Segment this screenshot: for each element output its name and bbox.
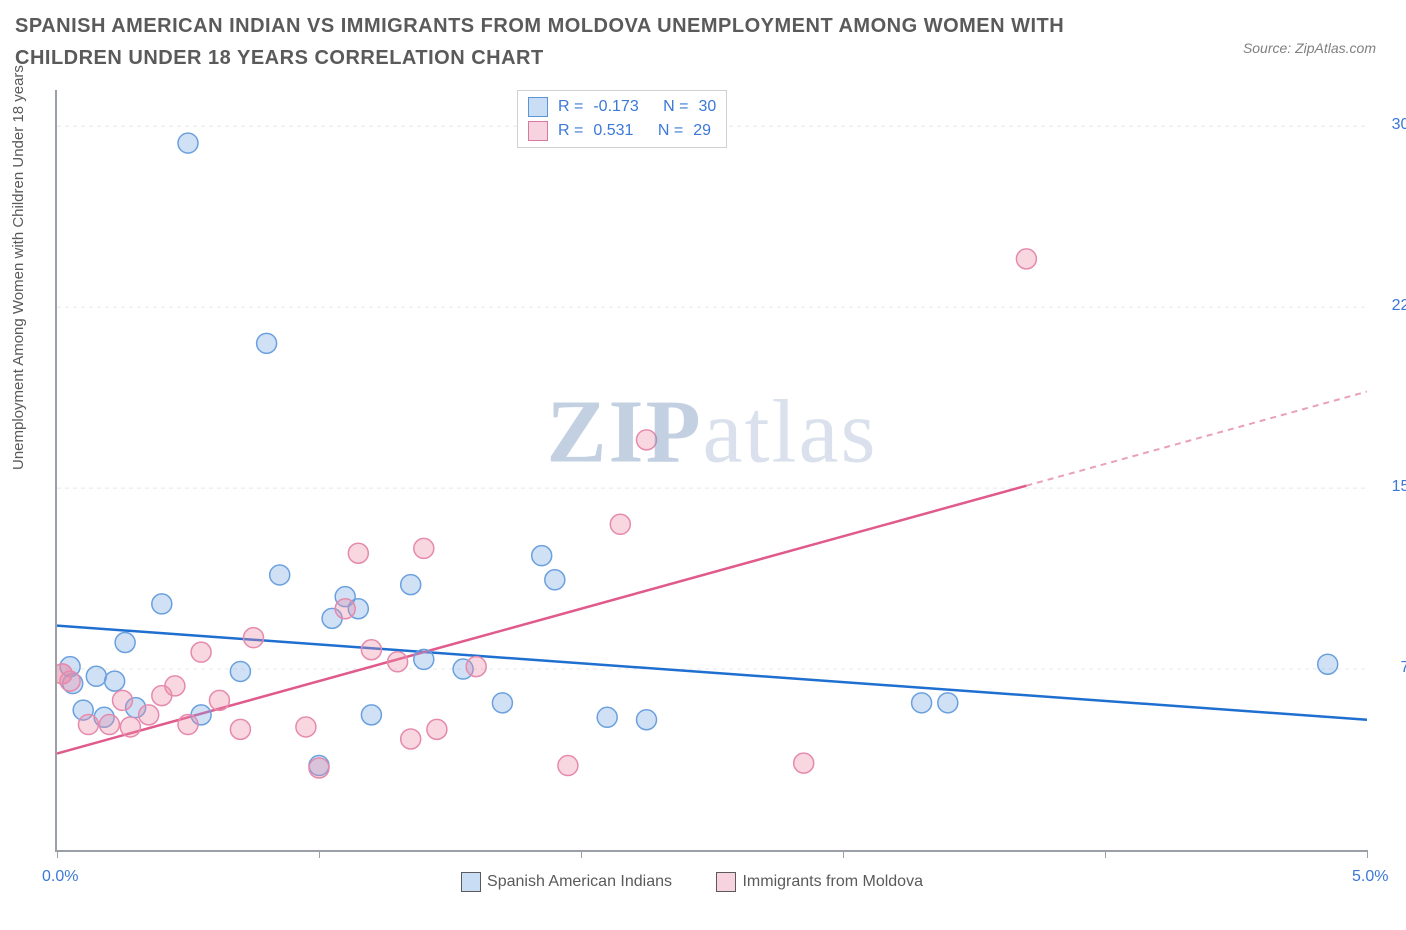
- x-tick: [319, 850, 320, 858]
- legend-stats: R = -0.173 N = 30 R = 0.531 N = 29: [517, 90, 727, 148]
- legend-n-value: 30: [699, 98, 717, 116]
- chart-source: Source: ZipAtlas.com: [1243, 40, 1376, 56]
- legend-series: Spanish American Indians Immigrants from…: [57, 872, 1367, 892]
- x-tick: [1367, 850, 1368, 858]
- y-axis-label: Unemployment Among Women with Children U…: [10, 65, 27, 470]
- x-tick: [1105, 850, 1106, 858]
- plot-svg: [57, 90, 1367, 850]
- legend-series-label: Immigrants from Moldova: [742, 873, 923, 890]
- chart-container: SPANISH AMERICAN INDIAN VS IMMIGRANTS FR…: [0, 0, 1406, 930]
- legend-stats-row-blue: R = -0.173 N = 30: [528, 95, 716, 119]
- legend-n-label: N =: [663, 98, 688, 116]
- legend-r-label: R =: [558, 122, 583, 140]
- legend-swatch-pink: [716, 872, 736, 892]
- legend-series-label: Spanish American Indians: [487, 873, 672, 890]
- legend-swatch-blue: [461, 872, 481, 892]
- y-tick-label: 7.5%: [1377, 659, 1406, 677]
- y-tick-label: 30.0%: [1377, 116, 1406, 134]
- x-tick: [843, 850, 844, 858]
- legend-r-label: R =: [558, 98, 583, 116]
- x-tick-label: 5.0%: [1352, 868, 1388, 886]
- legend-r-value: 0.531: [593, 122, 633, 140]
- x-tick: [581, 850, 582, 858]
- legend-r-value: -0.173: [593, 98, 638, 116]
- y-tick-label: 15.0%: [1377, 478, 1406, 496]
- x-tick: [57, 850, 58, 858]
- legend-stats-row-pink: R = 0.531 N = 29: [528, 119, 716, 143]
- legend-n-label: N =: [658, 122, 683, 140]
- chart-title: SPANISH AMERICAN INDIAN VS IMMIGRANTS FR…: [15, 10, 1065, 74]
- y-tick-label: 22.5%: [1377, 297, 1406, 315]
- legend-swatch-blue: [528, 97, 548, 117]
- x-tick-label: 0.0%: [42, 868, 78, 886]
- legend-n-value: 29: [693, 122, 711, 140]
- plot-area: ZIPatlas R = -0.173 N = 30 R = 0.531 N =…: [55, 90, 1367, 852]
- legend-swatch-pink: [528, 121, 548, 141]
